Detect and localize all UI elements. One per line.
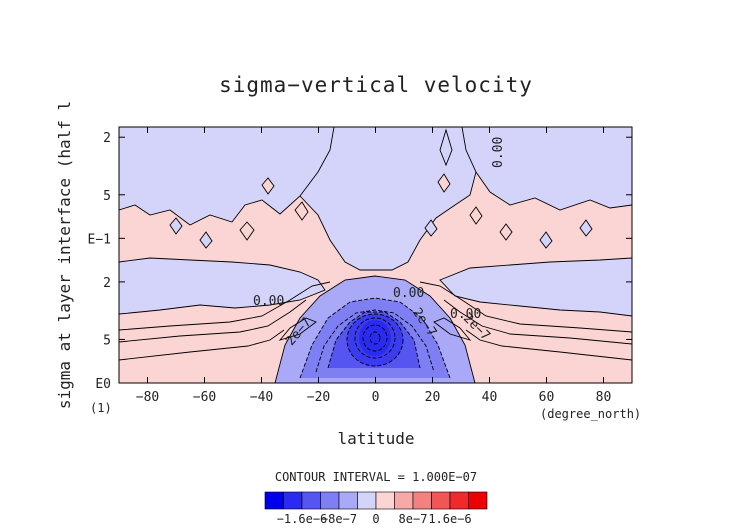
contour-label: 0.00 xyxy=(393,286,424,301)
positive-contour-4 xyxy=(419,281,632,333)
small-cell xyxy=(439,128,453,167)
colorbar-tick-label: 0 xyxy=(372,512,379,526)
colorbar-tick-label: 8e−7 xyxy=(399,512,428,526)
positive-contour-3 xyxy=(119,329,285,361)
zero-contour-core xyxy=(274,275,476,383)
y-axis-unit: (1) xyxy=(90,401,112,415)
x-axis: −80 −60 −40 −20 0 20 40 60 80 xyxy=(136,127,612,405)
positive-contours xyxy=(119,281,632,361)
negative-contour-5 xyxy=(354,317,396,359)
colorbar: −1.6e−6−8e−7 0 8e−7 1.6e−6 xyxy=(264,491,488,526)
zero-contour-mid-right xyxy=(439,257,632,317)
field-negative-tongue xyxy=(300,127,476,270)
positive-contour-5 xyxy=(443,299,632,345)
small-cell xyxy=(424,219,438,237)
x-tick-label: −80 xyxy=(136,390,159,405)
x-axis-label: latitude xyxy=(337,429,414,448)
plot-area xyxy=(119,127,632,383)
positive-contour-6 xyxy=(465,329,632,361)
field-positive-lower-band xyxy=(119,342,275,383)
small-cell xyxy=(239,221,255,241)
contour-interval: CONTOUR INTERVAL = 1.000E−07 xyxy=(275,470,477,484)
field-core-level-5 xyxy=(359,320,391,356)
negative-contour-3 xyxy=(327,311,421,369)
colorbar-swatch xyxy=(357,491,377,510)
negative-contour-2 xyxy=(315,309,435,373)
colorbar-swatch xyxy=(338,491,358,510)
positive-contour-8 xyxy=(433,317,472,341)
y-tick-label: 2 xyxy=(103,276,111,291)
small-cell xyxy=(539,231,553,249)
small-cell xyxy=(499,223,513,241)
x-tick-label: 0 xyxy=(372,390,380,405)
small-contour-cells-negative xyxy=(169,128,593,249)
small-cell xyxy=(294,201,309,221)
y-tick-label: E0 xyxy=(95,377,111,392)
field-positive-lower-band-right xyxy=(475,340,632,383)
x-tick-label: 80 xyxy=(596,390,612,405)
positive-contour-1 xyxy=(119,281,331,331)
zero-contour-upper-right xyxy=(461,127,632,211)
colorbar-tick-label: −1.6e−6 xyxy=(277,512,328,526)
small-cell xyxy=(437,173,451,193)
negative-contour-1 xyxy=(299,297,451,379)
field-negative-mid-band xyxy=(119,258,325,314)
negative-contour-6 xyxy=(362,324,388,352)
zero-contours xyxy=(119,127,632,383)
colorbar-swatch xyxy=(431,491,451,510)
positive-contour-7 xyxy=(278,317,317,341)
small-cell xyxy=(169,217,183,235)
y-tick-label: 5 xyxy=(103,189,111,204)
chart-title: sigma−vertical velocity xyxy=(219,73,533,97)
negative-contour-4 xyxy=(346,313,404,367)
colorbar-swatch xyxy=(264,491,284,510)
zero-contour-upper xyxy=(119,127,335,226)
contour-label: 0.00 xyxy=(253,294,284,309)
y-axis-label: sigma at layer interface (half l xyxy=(55,101,74,409)
colorbar-swatch xyxy=(301,491,321,510)
colorbar-swatch xyxy=(412,491,432,510)
y-axis: 2 5 E−1 2 5 E0 xyxy=(88,131,632,392)
zero-contour-tongue-left xyxy=(299,171,477,271)
colorbar-tick-label: 1.6e−6 xyxy=(428,512,471,526)
colorbar-tick-label: −8e−7 xyxy=(321,512,357,526)
y-tick-label: E−1 xyxy=(88,232,111,247)
positive-contour-2 xyxy=(119,299,307,343)
x-axis-unit: (degree_north) xyxy=(540,407,641,421)
small-cell xyxy=(261,177,275,195)
colorbar-swatch xyxy=(283,491,303,510)
contour-label: 0.00 xyxy=(491,137,506,168)
x-tick-label: −40 xyxy=(250,390,273,405)
x-tick-label: 40 xyxy=(482,390,498,405)
x-tick-label: −60 xyxy=(193,390,216,405)
small-contour-cells xyxy=(239,173,513,241)
x-tick-label: 20 xyxy=(425,390,441,405)
small-cell xyxy=(199,231,213,249)
colorbar-swatch xyxy=(375,491,395,510)
field-negative-mid-band-right xyxy=(440,258,632,316)
small-cell xyxy=(579,219,593,237)
y-tick-label: 5 xyxy=(103,333,111,348)
y-tick-label: 2 xyxy=(103,131,111,146)
colorbar-swatch xyxy=(468,491,488,510)
colorbar-swatch xyxy=(320,491,340,510)
x-tick-label: −20 xyxy=(307,390,330,405)
colorbar-swatch xyxy=(449,491,469,510)
negative-contours xyxy=(299,297,451,379)
colorbar-swatch xyxy=(394,491,414,510)
contour-label: 0.00 xyxy=(450,307,481,322)
negative-contour-7 xyxy=(369,331,381,345)
x-tick-label: 60 xyxy=(539,390,555,405)
small-cell xyxy=(469,206,483,225)
zero-contour-mid-left xyxy=(119,257,326,315)
